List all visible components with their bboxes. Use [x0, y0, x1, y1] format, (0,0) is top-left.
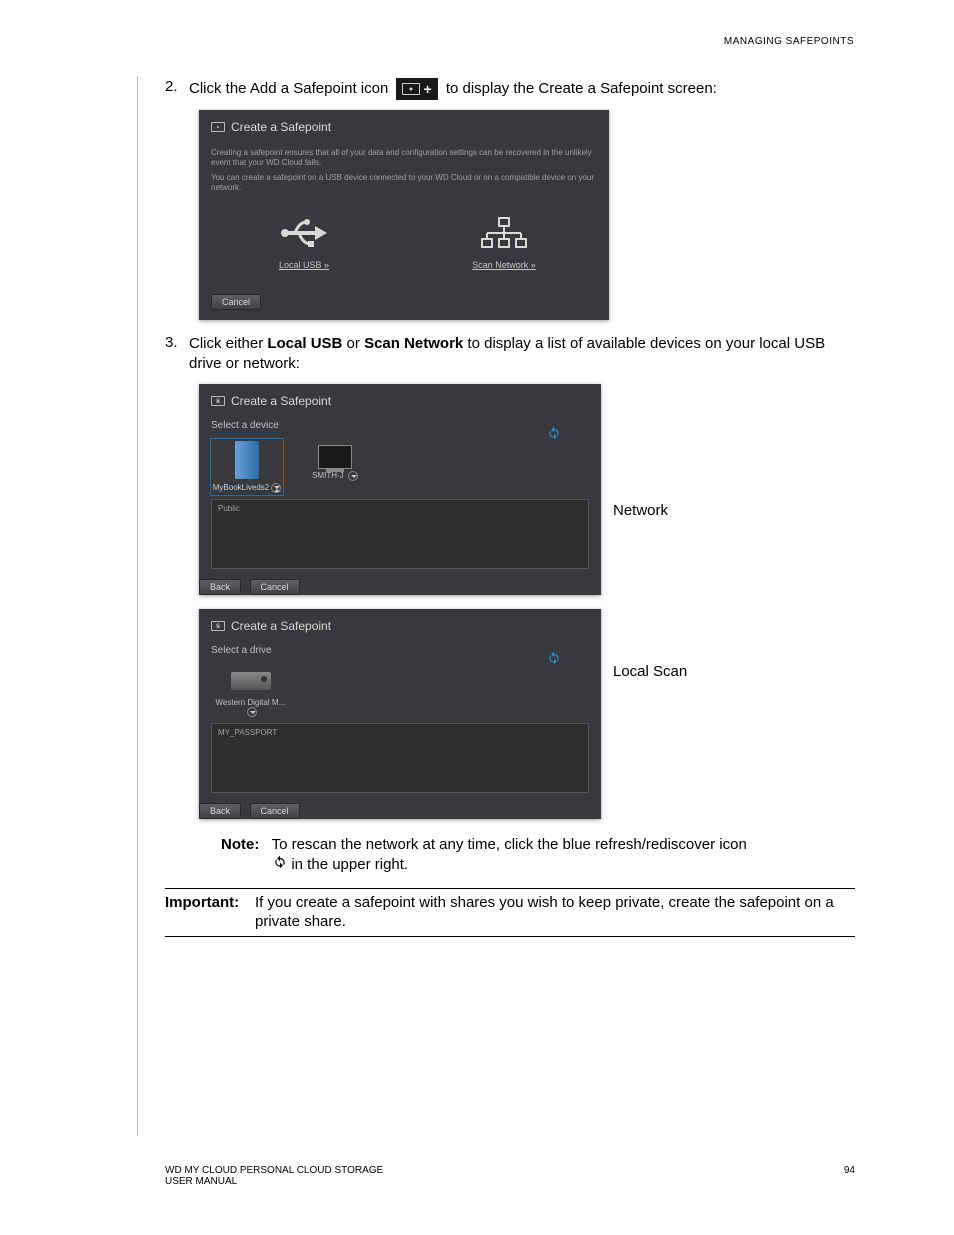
- device-label: Western Digital M…: [211, 696, 291, 719]
- network-icon: [480, 216, 528, 250]
- select-drive-local-panel: s Create a Safepoint Select a drive West…: [199, 609, 601, 819]
- panel-title-text: Create a Safepoint: [231, 619, 331, 633]
- note-line1: To rescan the network at any time, click…: [272, 836, 747, 853]
- back-button[interactable]: Back: [199, 803, 241, 819]
- local-usb-label: Local USB »: [244, 260, 364, 270]
- safepoint-title-icon: [211, 122, 225, 132]
- margin-rule: [137, 76, 138, 1136]
- panel-title: s Create a Safepoint: [199, 609, 601, 641]
- local-scan-side-label: Local Scan: [613, 663, 687, 680]
- hdd-icon: [231, 672, 271, 690]
- cancel-button[interactable]: Cancel: [211, 294, 261, 310]
- note-label: Note:: [221, 836, 259, 853]
- chevron-down-icon: [348, 471, 358, 481]
- back-button[interactable]: Back: [199, 579, 241, 595]
- step-number: 2.: [165, 78, 189, 100]
- divider: [165, 888, 855, 889]
- note-block: Note: To rescan the network at any time,…: [221, 835, 855, 876]
- chevron-up-icon: [271, 483, 281, 493]
- scan-network-label: Scan Network »: [444, 260, 564, 270]
- panel-title-text: Create a Safepoint: [231, 120, 331, 134]
- step-3: 3. Click either Local USB or Scan Networ…: [165, 334, 855, 375]
- device-row: MyBookLiveds2 SMITH-J: [199, 431, 601, 495]
- section-header: MANAGING SAFEPOINTS: [724, 36, 854, 47]
- footer-manual: USER MANUAL: [165, 1176, 383, 1187]
- page-footer: WD MY CLOUD PERSONAL CLOUD STORAGE USER …: [165, 1165, 855, 1187]
- note-line2: in the upper right.: [291, 856, 408, 873]
- panel-title-text: Create a Safepoint: [231, 394, 331, 408]
- add-safepoint-icon: +: [396, 78, 437, 100]
- device-wd[interactable]: Western Digital M…: [211, 664, 291, 719]
- usb-icon: [277, 216, 331, 250]
- s3-mid: or: [342, 335, 364, 352]
- important-text: If you create a safepoint with shares yo…: [255, 893, 855, 932]
- step2-post: to display the Create a Safepoint screen…: [446, 80, 717, 97]
- share-list[interactable]: Public: [211, 499, 589, 569]
- footer-product: WD MY CLOUD PERSONAL CLOUD STORAGE: [165, 1165, 383, 1176]
- cancel-button[interactable]: Cancel: [250, 579, 300, 595]
- share-list[interactable]: MY_PASSPORT: [211, 723, 589, 793]
- device-mybooklive[interactable]: MyBookLiveds2: [211, 439, 283, 495]
- step-2: 2. Click the Add a Safepoint icon + to d…: [165, 78, 855, 100]
- create-safepoint-panel: Create a Safepoint Creating a safepoint …: [199, 110, 609, 320]
- panel-buttons: Cancel: [199, 284, 609, 320]
- panel-title: Create a Safepoint: [199, 110, 609, 142]
- important-block: Important: If you create a safepoint wit…: [165, 893, 855, 932]
- nas-disk-icon: [235, 441, 259, 479]
- panel-desc-2: You can create a safepoint on a USB devi…: [199, 169, 609, 198]
- device-smith-j[interactable]: SMITH-J: [299, 439, 371, 495]
- select-device-label: Select a device: [199, 416, 601, 431]
- panel-options: Local USB » Scan Netw: [199, 198, 609, 284]
- select-drive-label: Select a drive: [199, 641, 601, 656]
- page-number: 94: [844, 1165, 855, 1187]
- refresh-icon[interactable]: [547, 651, 561, 667]
- s3-b1: Local USB: [267, 335, 342, 352]
- step-number: 3.: [165, 334, 189, 375]
- panel-buttons: Back Cancel: [199, 579, 601, 595]
- step-text: Click the Add a Safepoint icon + to disp…: [189, 78, 855, 100]
- safepoint-title-icon: s: [211, 396, 225, 406]
- refresh-icon[interactable]: [547, 426, 561, 442]
- device-label: MyBookLiveds2: [211, 481, 283, 495]
- safepoint-title-icon: s: [211, 621, 225, 631]
- cancel-button[interactable]: Cancel: [250, 803, 300, 819]
- pc-monitor-icon: [318, 445, 352, 469]
- s3-pre: Click either: [189, 335, 267, 352]
- important-label: Important:: [165, 893, 255, 932]
- s3-b2: Scan Network: [364, 335, 463, 352]
- chevron-down-icon: [247, 707, 257, 717]
- panel-desc-1: Creating a safepoint ensures that all of…: [199, 142, 609, 169]
- page-content: 2. Click the Add a Safepoint icon + to d…: [165, 78, 855, 941]
- divider: [165, 936, 855, 937]
- step-text: Click either Local USB or Scan Network t…: [189, 334, 855, 375]
- step2-pre: Click the Add a Safepoint icon: [189, 80, 388, 97]
- local-usb-option[interactable]: Local USB »: [244, 216, 364, 270]
- refresh-inline-icon: [273, 855, 287, 875]
- device-row: Western Digital M…: [199, 656, 601, 719]
- panel-buttons: Back Cancel: [199, 803, 601, 819]
- scan-network-option[interactable]: Scan Network »: [444, 216, 564, 270]
- select-device-network-panel: s Create a Safepoint Select a device MyB…: [199, 384, 601, 595]
- network-side-label: Network: [613, 502, 668, 519]
- panel-title: s Create a Safepoint: [199, 384, 601, 416]
